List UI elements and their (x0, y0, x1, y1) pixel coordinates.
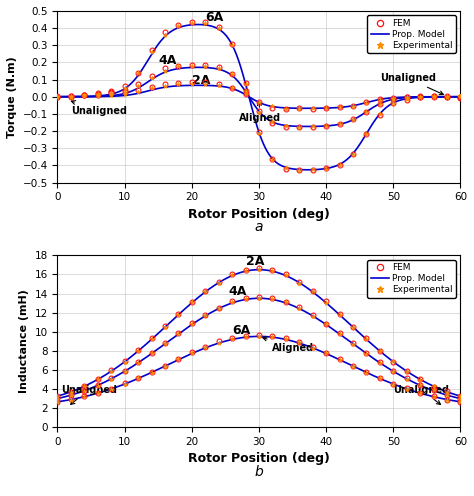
Text: b: b (255, 465, 264, 479)
Text: 4A: 4A (229, 285, 247, 299)
Text: Unaligned: Unaligned (61, 384, 117, 404)
Text: 2A: 2A (192, 74, 210, 87)
Legend: FEM, Prop. Model, Experimental: FEM, Prop. Model, Experimental (367, 260, 456, 298)
Text: Unaligned: Unaligned (71, 101, 127, 116)
Text: 6A: 6A (205, 11, 224, 24)
X-axis label: Rotor Position (deg): Rotor Position (deg) (188, 452, 330, 465)
Y-axis label: Torque (N.m): Torque (N.m) (7, 56, 17, 137)
Text: 6A: 6A (232, 323, 250, 336)
Text: 4A: 4A (158, 54, 177, 67)
Text: Aligned: Aligned (263, 337, 315, 353)
Text: 2A: 2A (246, 255, 264, 268)
X-axis label: Rotor Position (deg): Rotor Position (deg) (188, 208, 330, 221)
Text: Unaligned: Unaligned (393, 384, 449, 404)
Legend: FEM, Prop. Model, Experimental: FEM, Prop. Model, Experimental (367, 15, 456, 53)
Text: Aligned: Aligned (239, 102, 281, 123)
Y-axis label: Inductance (mH): Inductance (mH) (19, 289, 29, 393)
Text: a: a (255, 220, 263, 234)
Text: Unaligned: Unaligned (380, 73, 443, 95)
